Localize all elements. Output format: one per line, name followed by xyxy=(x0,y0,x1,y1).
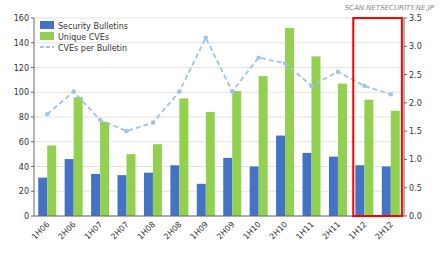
grid-line xyxy=(34,166,404,167)
x-tick-label: 2H07 xyxy=(109,220,130,241)
y2-tick-label: 1.5 xyxy=(409,127,422,136)
bar xyxy=(206,112,215,216)
bar xyxy=(100,122,109,216)
y2-tick-label: 0.0 xyxy=(409,212,422,221)
y2-axis xyxy=(404,18,405,216)
highlight xyxy=(353,18,402,216)
y-tick-label: 60 xyxy=(19,138,29,147)
y-tick-label: 100 xyxy=(14,88,29,97)
bar xyxy=(223,158,232,216)
x-tick-label: 2H11 xyxy=(321,220,342,241)
bar xyxy=(170,165,179,216)
grid-line xyxy=(34,141,404,142)
y-tick-label: 0 xyxy=(24,212,29,221)
bar xyxy=(355,165,364,216)
bar xyxy=(91,174,100,216)
line-marker xyxy=(362,84,366,88)
bar xyxy=(179,98,188,216)
bar xyxy=(276,136,285,216)
bar xyxy=(74,97,83,216)
line-marker xyxy=(71,89,75,93)
line-marker xyxy=(336,70,340,74)
bar xyxy=(65,159,74,216)
grid-line xyxy=(34,216,404,217)
y-tick-label: 20 xyxy=(19,187,29,196)
y2-tick-label: 3.0 xyxy=(409,42,422,51)
bar xyxy=(329,157,338,216)
bar xyxy=(285,28,294,216)
bar xyxy=(47,145,56,216)
bar xyxy=(338,84,347,216)
bar xyxy=(312,56,321,216)
x-tick-label: 1H08 xyxy=(136,220,157,241)
x-tick-label: 2H12 xyxy=(374,220,395,241)
grid-line xyxy=(34,191,404,192)
bar xyxy=(382,167,391,217)
grid-line xyxy=(34,18,404,19)
y2-tick-label: 1.0 xyxy=(409,155,422,164)
y2-tick-label: 2.5 xyxy=(409,71,422,80)
x-axis xyxy=(34,216,404,217)
bar xyxy=(303,153,312,216)
legend-swatch xyxy=(40,32,54,40)
y2-tick-label: 3.5 xyxy=(409,14,422,23)
x-tick-label: 2H10 xyxy=(268,220,289,241)
x-tick-label: 1H06 xyxy=(30,220,51,241)
line-marker xyxy=(151,120,155,124)
x-tick-label: 1H07 xyxy=(83,220,104,241)
y-tick-label: 80 xyxy=(19,113,29,122)
legend-label: Unique CVEs xyxy=(58,33,109,42)
plot-area xyxy=(38,28,400,216)
grid-line xyxy=(34,92,404,93)
x-tick-label: 1H12 xyxy=(347,220,368,241)
chart: 0 20 40 60 80 100 120 140 160 0.0 0.5 1.0 1.5 2.0 2.5 3… xyxy=(0,0,440,254)
line-marker xyxy=(98,118,102,122)
legend-swatch xyxy=(40,21,54,29)
bar xyxy=(38,178,47,216)
line-marker xyxy=(309,84,313,88)
legend-label: CVEs per Bulletin xyxy=(58,44,127,53)
line-marker xyxy=(230,89,234,93)
bar xyxy=(197,184,206,216)
bar xyxy=(153,144,162,216)
line-marker xyxy=(204,36,208,40)
y2-tick-label: 2.0 xyxy=(409,99,422,108)
x-tick-label: 1H09 xyxy=(189,220,210,241)
y2-tick-label: 0.5 xyxy=(409,184,422,193)
grid-line xyxy=(34,67,404,68)
line-marker xyxy=(256,55,260,59)
bar xyxy=(232,91,241,216)
bar xyxy=(144,173,153,216)
y-tick-label: 120 xyxy=(14,64,29,73)
bar xyxy=(364,100,373,216)
bar xyxy=(250,167,259,217)
grid-line xyxy=(34,117,404,118)
legend-label: Security Bulletins xyxy=(58,22,128,31)
x-tick-label: 2H06 xyxy=(56,220,77,241)
legend-swatch xyxy=(40,46,54,48)
bar xyxy=(127,154,136,216)
x-tick-label: 2H08 xyxy=(162,220,183,241)
line-marker xyxy=(45,112,49,116)
watermark: SCAN.NETSECURITY.NE.JP xyxy=(345,4,435,12)
bar xyxy=(259,76,268,216)
bar xyxy=(391,111,400,216)
y-tick-label: 140 xyxy=(14,39,29,48)
line-marker xyxy=(177,89,181,93)
line-marker xyxy=(389,92,393,96)
x-tick-label: 2H09 xyxy=(215,220,236,241)
y-axis xyxy=(34,18,35,216)
legend: Security Bulletins Unique CVEs CVEs per Bu… xyxy=(40,21,128,53)
x-tick-label: 1H10 xyxy=(241,220,262,241)
x-tick-label: 1H11 xyxy=(294,220,315,241)
y-tick-label: 160 xyxy=(14,14,29,23)
y-tick-label: 40 xyxy=(19,163,29,172)
line-marker xyxy=(283,61,287,65)
line-marker xyxy=(124,129,128,133)
bar xyxy=(118,175,127,216)
line xyxy=(47,38,391,131)
